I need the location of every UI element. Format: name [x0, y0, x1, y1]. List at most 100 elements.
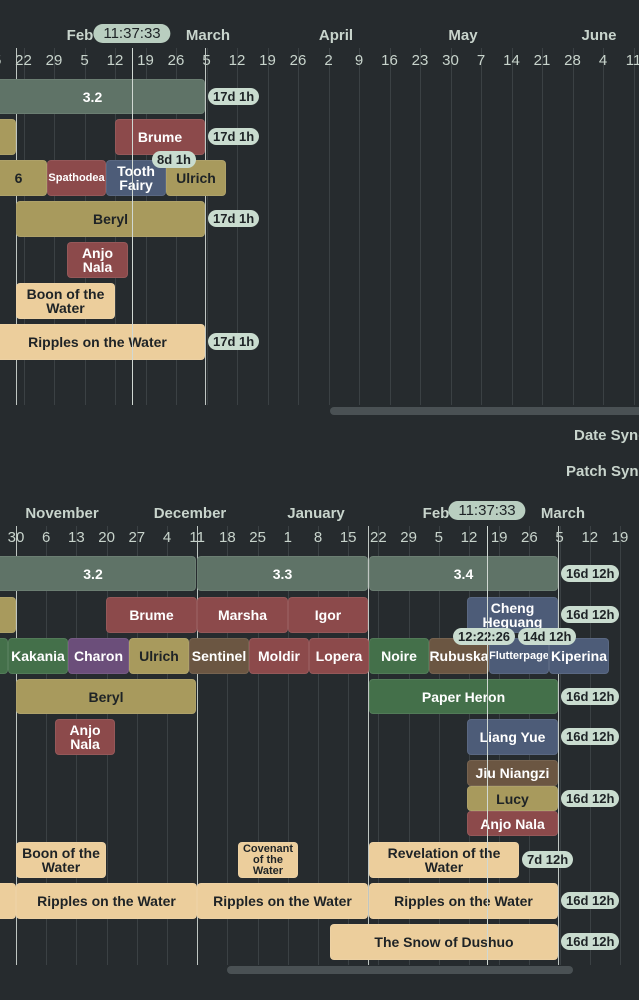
gridline [298, 48, 299, 405]
month-line [558, 526, 559, 965]
horizontal-scrollbar[interactable] [330, 407, 639, 415]
lucy-bar[interactable]: Lucy [467, 786, 558, 811]
beryl-bar[interactable]: Beryl [16, 679, 196, 714]
boon-bar[interactable]: Boon of the Water [16, 283, 115, 319]
gridline [633, 48, 635, 405]
day-tick: 20 [98, 529, 115, 546]
month-line [368, 526, 369, 965]
gridline [328, 48, 330, 405]
ripples-2-bar[interactable]: Ripples on the Water [16, 883, 197, 919]
version-33-bar[interactable]: 3.3 [197, 556, 368, 591]
gridline [438, 526, 440, 965]
anjo-nala-bar[interactable]: Anjo Nala [55, 719, 115, 755]
gridline [136, 526, 138, 965]
gridline [389, 48, 391, 405]
day-tick: 12 [581, 529, 599, 546]
duration-badge: 16d 12h [561, 933, 620, 950]
day-tick: 27 [128, 529, 146, 546]
duration-badge: 16d 12h [561, 892, 620, 909]
beryl-bar[interactable]: Beryl [16, 201, 205, 237]
ripples-4-bar[interactable]: Ripples on the Water [369, 883, 558, 919]
gridline [572, 48, 574, 405]
anjo-nala-bar[interactable]: Anjo Nala [67, 242, 128, 278]
brume-bar[interactable]: Brume [106, 597, 197, 633]
day-tick: 19 [611, 529, 629, 546]
version-34-bar[interactable]: 3.4 [369, 556, 558, 591]
revelation-bar[interactable]: Revelation of the Water [369, 842, 519, 878]
gridline [603, 48, 604, 405]
top-timeline[interactable]: 15222951219265121926291623307142128411Fe… [0, 0, 639, 420]
day-tick: 12 [460, 529, 478, 546]
month-label: March [540, 505, 586, 522]
gold-bar-left[interactable] [0, 119, 16, 155]
marsha-bar[interactable]: Marsha [197, 597, 288, 633]
gridline [589, 526, 591, 965]
boon-bar[interactable]: Boon of the Water [16, 842, 106, 878]
gridline [408, 526, 410, 965]
day-tick: 16 [381, 52, 398, 69]
anjo-nala-2-bar[interactable]: Anjo Nala [467, 811, 558, 836]
patch-sync-label[interactable]: Patch Sync [566, 463, 639, 480]
day-tick: 5 [434, 529, 443, 546]
month-line [205, 48, 206, 405]
day-tick: 7 [476, 52, 486, 69]
version-32-bar[interactable]: 3.2 [0, 556, 196, 591]
ripples-1-bar[interactable] [0, 883, 16, 919]
day-tick: 12 [106, 52, 124, 69]
day-tick: 23 [411, 52, 429, 69]
day-tick: 22 [370, 529, 387, 546]
duration-badge: 16d 12h [561, 728, 620, 745]
tooth-fairy-bar[interactable]: Tooth Fairy [106, 160, 166, 196]
current-time-line [132, 48, 133, 405]
ulrich-bar[interactable]: Ulrich [129, 638, 189, 674]
day-tick: 22 [15, 52, 32, 69]
igor-bar[interactable]: Igor [288, 597, 368, 633]
kakania-bar[interactable]: Kakania [8, 638, 68, 674]
gridline [378, 526, 380, 965]
month-label: April [318, 27, 354, 44]
gridline [348, 526, 350, 965]
spathodea-bar[interactable]: Spathodea [47, 160, 106, 196]
month-label: January [287, 505, 345, 522]
ripples-3-bar[interactable]: Ripples on the Water [197, 883, 368, 919]
day-tick: 26 [289, 52, 307, 69]
current-time-pill: 11:37:33 [93, 24, 171, 43]
gold-bar-6[interactable]: 6 [0, 160, 47, 196]
day-tick: 21 [533, 52, 551, 69]
sentinel-bar[interactable]: Sentinel [189, 638, 249, 674]
gridline [559, 526, 561, 965]
horizontal-scrollbar[interactable] [227, 966, 573, 974]
day-tick: 15 [339, 529, 357, 546]
duration-badge: 16d 12h [561, 606, 620, 623]
moldir-bar[interactable]: Moldir [249, 638, 309, 674]
cheng-heguang-bar[interactable]: Cheng Heguang [467, 597, 558, 633]
covenant-bar[interactable]: Covenant of the Water [238, 842, 298, 878]
day-tick: 30 [442, 52, 459, 69]
gold-bar-left[interactable] [0, 597, 16, 633]
month-label: March [185, 27, 231, 44]
month-label: December [153, 505, 227, 522]
duration-badge: 16d 12h [561, 789, 620, 807]
snow-dushuo-bar[interactable]: The Snow of Dushuo [330, 924, 558, 960]
date-sync-label[interactable]: Date Sync [574, 427, 639, 444]
gridline [481, 48, 482, 405]
current-time-pill: 11:37:33 [448, 501, 526, 520]
day-tick: 19 [137, 52, 154, 69]
noire-bar[interactable]: Noire [369, 638, 429, 674]
brume-bar[interactable]: Brume [115, 119, 205, 155]
gridline [620, 526, 621, 965]
duration-badge: 16d 12h [561, 687, 620, 705]
lopera-bar[interactable]: Lopera [309, 638, 369, 674]
liang-yue-bar[interactable]: Liang Yue [467, 719, 558, 755]
day-tick: 26 [167, 52, 185, 69]
gridline [287, 526, 289, 965]
version-bar[interactable]: 3.2 [0, 79, 205, 114]
green-left-bar[interactable] [0, 638, 8, 674]
jiu-niangzi-bar[interactable]: Jiu Niangzi [467, 760, 558, 786]
month-label: May [448, 27, 478, 44]
charon-bar[interactable]: Charon [68, 638, 129, 674]
paper-heron-bar[interactable]: Paper Heron [369, 679, 558, 714]
day-tick: 1 [283, 529, 292, 546]
day-tick: 4 [162, 529, 172, 546]
